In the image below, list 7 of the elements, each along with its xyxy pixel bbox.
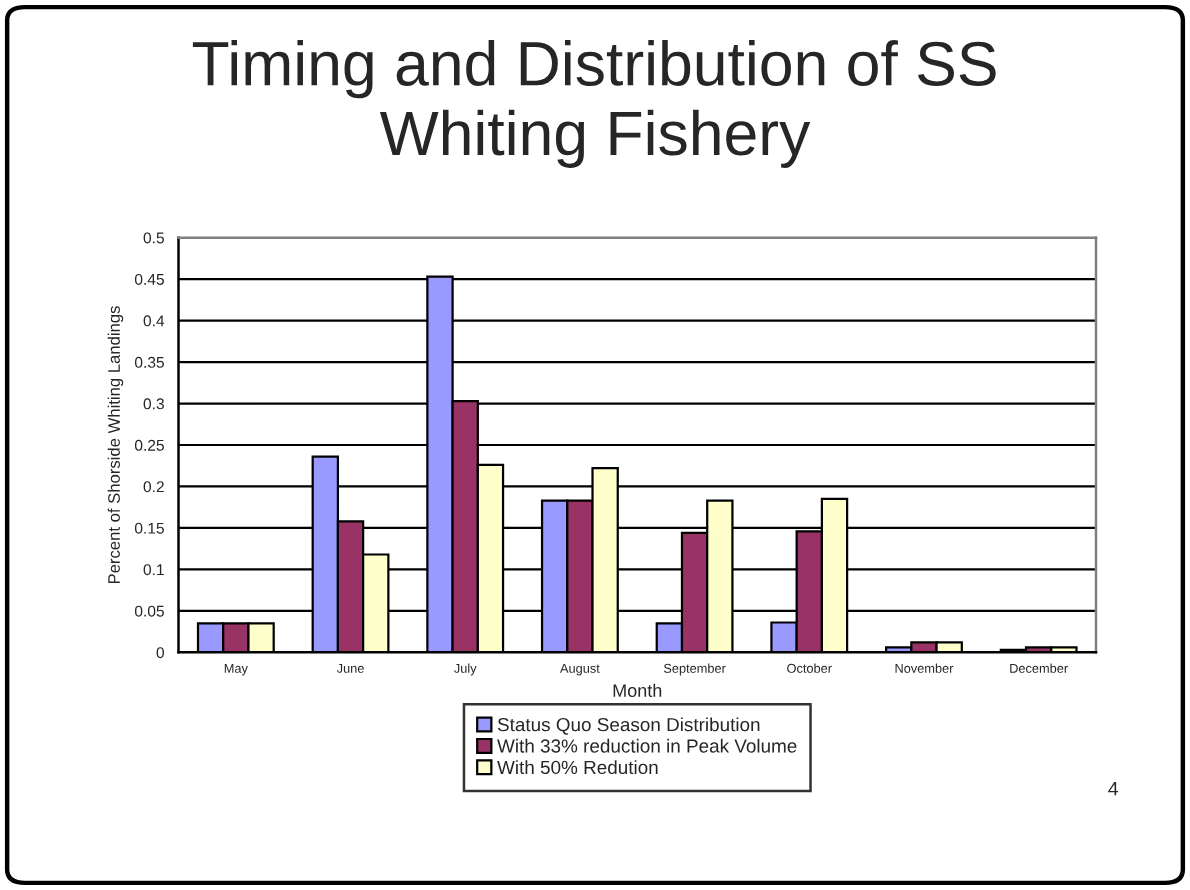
- text: 4: [1108, 781, 1119, 796]
- legend-label: Status Quo Season Distribution: [497, 717, 760, 735]
- chart-title: Timing and Distribution of SS Whiting Fishery: [192, 40, 996, 168]
- legend-label: With 50% Redution: [497, 760, 658, 775]
- legend-label: With 33% reduction in Peak Volume: [497, 738, 797, 753]
- y-axis-title: Percent of Shorside Whiting Landings: [107, 306, 124, 584]
- x-axis-title: Month: [613, 683, 662, 697]
